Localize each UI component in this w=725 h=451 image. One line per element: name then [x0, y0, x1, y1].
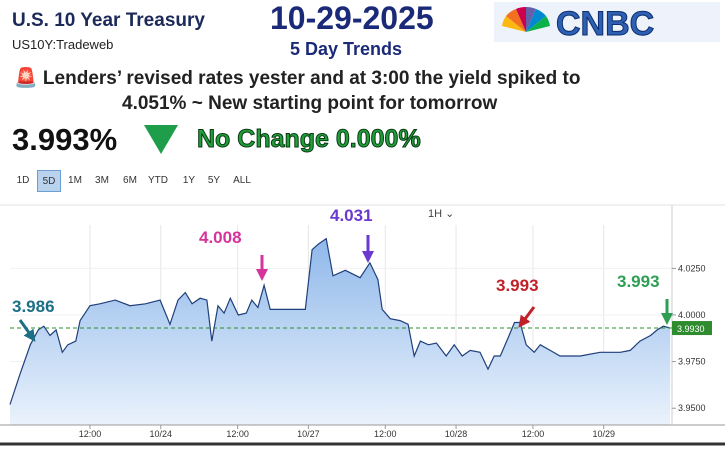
range-button[interactable]: 3M	[95, 175, 109, 186]
range-button[interactable]: 5D	[37, 170, 61, 192]
price-tag-label: 3.9930	[677, 324, 705, 334]
date: 10-29-2025	[270, 0, 434, 36]
logo-text: CNBC	[556, 5, 654, 42]
annotation-arrow	[518, 306, 536, 328]
annotation: 3.993	[496, 276, 539, 295]
peacock	[502, 6, 550, 32]
note-line: 🚨 Lenders’ revised rates yester and at 3…	[14, 68, 581, 89]
source: US10Y:Tradeweb	[12, 37, 114, 52]
x-tick-label: 12:00	[374, 429, 397, 439]
y-tick-label: 3.9750	[678, 357, 706, 367]
y-tick-label: 4.0250	[678, 263, 706, 273]
range-button[interactable]: 1M	[68, 175, 82, 186]
chart: 12:00 10/24 12:00 10/27 12:00 10/28 12:00 10/29…	[0, 204, 725, 446]
x-tick-label: 10/24	[149, 429, 172, 439]
change: No Change 0.000%	[197, 125, 422, 154]
interval-label[interactable]: 1H	[428, 208, 443, 220]
x-tick-label: 12:00	[79, 429, 102, 439]
annotation: 4.031	[330, 206, 373, 225]
range-button[interactable]: 5Y	[207, 175, 221, 186]
x-tick-label: 10/27	[297, 429, 320, 439]
x-tick-label: 12:00	[522, 429, 545, 439]
line	[9, 237, 671, 405]
note-line: 4.051% ~ New starting point for tomorrow	[122, 93, 498, 114]
interval-select[interactable]: 1H ⌄	[428, 208, 455, 220]
range-button[interactable]: YTD	[148, 175, 168, 186]
logo: CNBC	[494, 2, 720, 42]
down-arrow	[144, 125, 178, 154]
annotation: 3.993	[617, 272, 660, 291]
annotation: 4.008	[199, 228, 242, 247]
y-tick-label: 3.9500	[678, 403, 706, 413]
range-button[interactable]: ALL	[233, 175, 251, 186]
y-tick-label: 4.0000	[678, 310, 706, 320]
annotation: 3.986	[12, 297, 55, 316]
range-button[interactable]: 6M	[123, 175, 137, 186]
x-tick-label: 10/29	[592, 429, 615, 439]
price-tag	[672, 321, 712, 336]
area	[10, 238, 671, 425]
range-button[interactable]: 1D	[16, 175, 30, 186]
annotation-arrow	[18, 319, 36, 342]
subtitle: 5 Day Trends	[290, 39, 403, 59]
range-button[interactable]: 1Y	[182, 175, 196, 186]
title: U.S. 10 Year Treasury	[12, 10, 205, 31]
x-tick-label: 12:00	[226, 429, 249, 439]
price: 3.993%	[12, 122, 118, 157]
x-tick-label: 10/28	[445, 429, 468, 439]
